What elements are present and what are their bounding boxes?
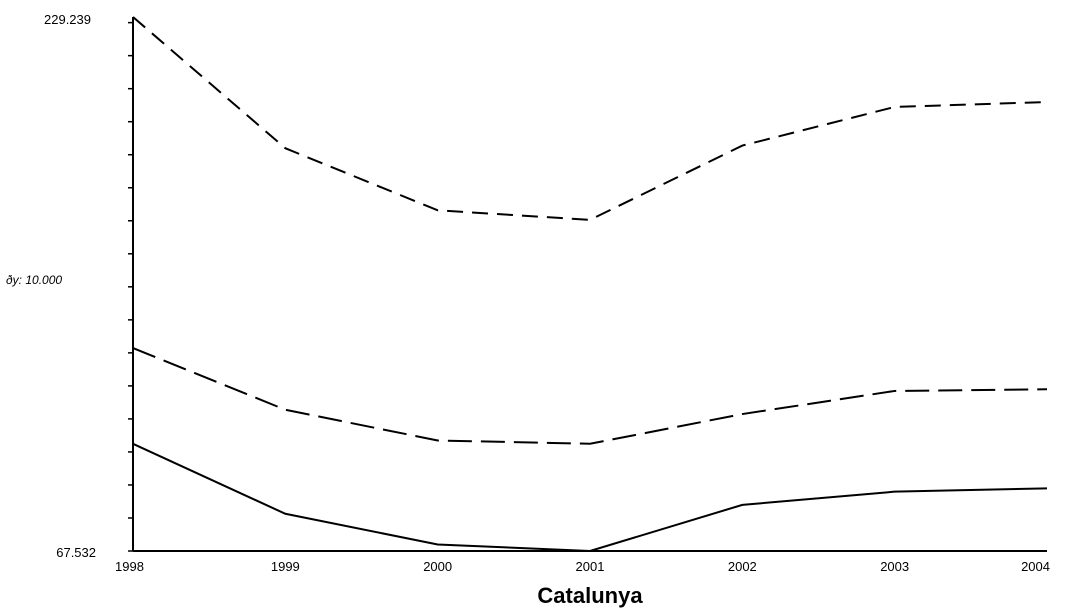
series-line-3: [132, 442, 1048, 553]
series-line-2: [132, 347, 1048, 445]
x-tick-label: 2000: [423, 559, 452, 574]
y-step-label: ðy: 10.000: [6, 273, 62, 287]
series-line-1: [132, 16, 1048, 221]
y-min-label: 67.532: [56, 545, 96, 560]
x-tick-label: 2001: [576, 559, 605, 574]
x-tick-label: 2004: [1021, 559, 1050, 574]
x-axis-title: Catalunya: [537, 583, 643, 608]
y-max-label: 229.239: [44, 12, 91, 27]
x-tick-label: 2003: [880, 559, 909, 574]
x-tick-label: 2002: [728, 559, 757, 574]
x-tick-labels: 1998 1999 2000 2001 2002 2003 2004: [115, 559, 1050, 574]
series-group: [132, 16, 1048, 553]
x-tick-label: 1999: [271, 559, 300, 574]
x-tick-label: 1998: [115, 559, 144, 574]
